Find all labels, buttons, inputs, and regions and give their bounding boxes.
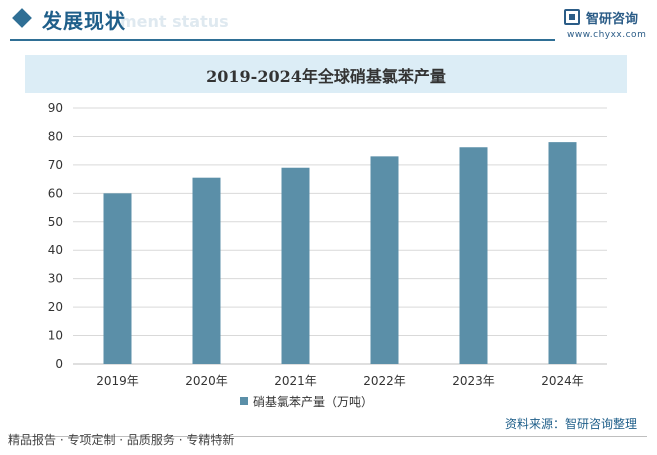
- y-tick-label: 40: [48, 243, 63, 257]
- y-tick-label: 80: [48, 129, 63, 143]
- y-tick-label: 30: [48, 272, 63, 286]
- bar: [103, 193, 132, 364]
- x-tick-label: 2019年: [96, 374, 139, 388]
- x-tick-label: 2024年: [541, 374, 584, 388]
- x-tick-label: 2023年: [452, 374, 495, 388]
- y-tick-label: 20: [48, 300, 63, 314]
- bar: [192, 177, 221, 364]
- y-tick-label: 90: [48, 101, 63, 115]
- logo: 智研咨询 www.chyxx.com: [564, 6, 654, 40]
- header-divider: [10, 39, 555, 41]
- chart-title-band: 2019-2024年全球硝基氯苯产量: [25, 55, 627, 93]
- logo-icon: [564, 9, 580, 25]
- source-note: 资料来源：智研咨询整理: [505, 417, 638, 431]
- x-tick-label: 2020年: [185, 374, 228, 388]
- footer-tagline: 精品报告 · 专项定制 · 品质服务 · 专精特新: [8, 433, 235, 447]
- header-watermark: ment status: [120, 12, 229, 31]
- logo-name: 智研咨询: [586, 12, 639, 27]
- legend-label: 硝基氯苯产量（万吨）: [253, 395, 373, 409]
- y-tick-label: 0: [55, 357, 63, 371]
- chart-title: 2019-2024年全球硝基氯苯产量: [206, 67, 446, 86]
- x-tick-label: 2021年: [274, 374, 317, 388]
- y-tick-label: 10: [48, 329, 63, 343]
- footer-divider: [10, 436, 647, 437]
- y-tick-label: 70: [48, 158, 63, 172]
- bar: [281, 167, 310, 364]
- page-title: 发展现状: [42, 9, 126, 33]
- bar: [548, 142, 577, 364]
- header: ment status 发展现状 智研咨询 www.chyxx.com: [0, 0, 657, 42]
- bar: [459, 147, 488, 364]
- x-tick-label: 2022年: [363, 374, 406, 388]
- y-tick-label: 50: [48, 215, 63, 229]
- logo-url: www.chyxx.com: [567, 30, 647, 40]
- bar: [370, 156, 399, 364]
- legend-swatch: [240, 397, 248, 405]
- y-tick-label: 60: [48, 186, 63, 200]
